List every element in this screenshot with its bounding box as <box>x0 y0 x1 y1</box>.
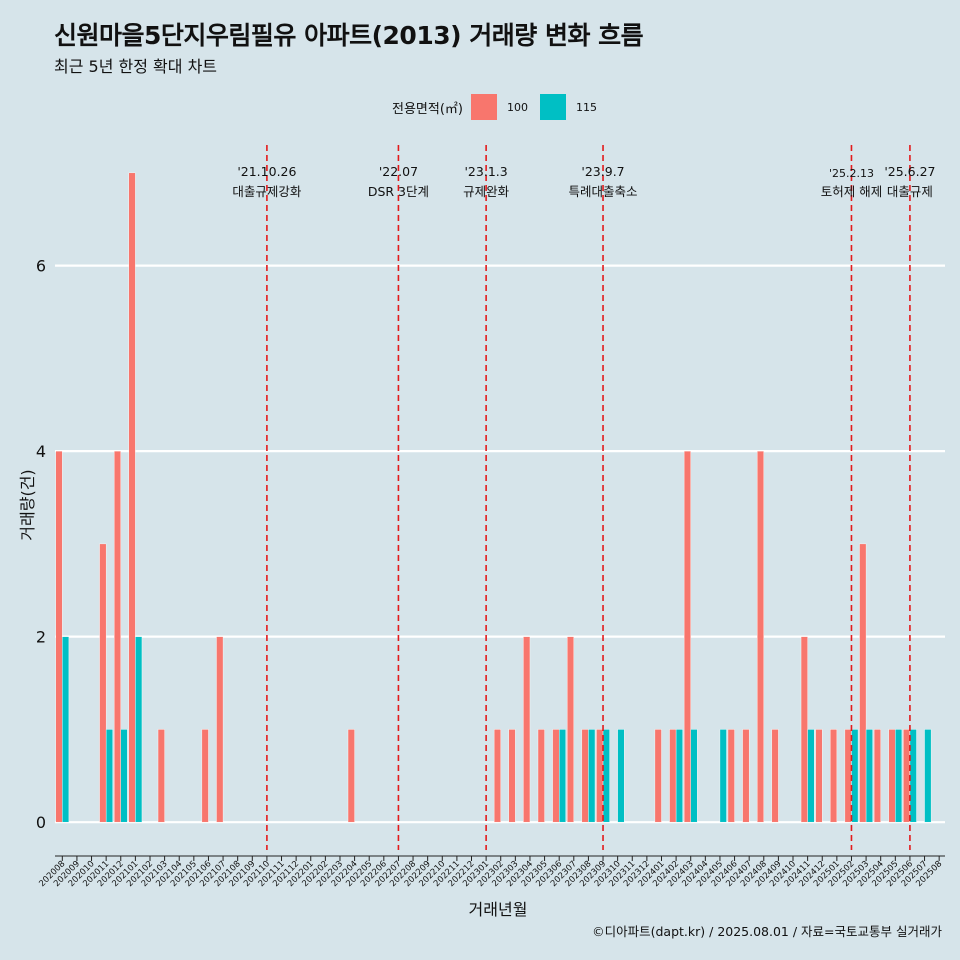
bar-100-202204 <box>347 729 355 823</box>
bar-100-202412 <box>815 729 823 823</box>
bar-115-202506 <box>909 729 917 823</box>
bar-100-202303 <box>508 729 516 823</box>
bar-115-202505 <box>895 729 903 823</box>
bar-100-202502 <box>844 729 852 823</box>
bar-115-202011 <box>105 729 113 823</box>
bar-100-202302 <box>493 729 501 823</box>
bar-100-202505 <box>888 729 896 823</box>
event-name-label: 대출규제강화 <box>232 184 302 199</box>
event-name-label: 특례대출축소 <box>569 184 638 199</box>
event-name-label: 대출규제 <box>887 184 933 199</box>
chart-subtitle: 최근 5년 한정 확대 차트 <box>54 57 218 76</box>
bar-115-202101 <box>135 636 143 823</box>
bar-115-202402 <box>675 729 683 823</box>
bar-100-202406 <box>727 729 735 823</box>
bar-115-202012 <box>120 729 128 823</box>
y-tick-label: 4 <box>36 442 46 461</box>
bar-100-202107 <box>216 636 224 823</box>
y-tick-label: 2 <box>36 628 46 647</box>
bar-115-202507 <box>924 729 932 823</box>
event-name-label: 토허제 해제 <box>821 184 882 199</box>
event-date-label: '23.9.7 <box>581 164 624 179</box>
bar-100-202103 <box>157 729 165 823</box>
bar-100-202011 <box>99 543 107 823</box>
chart-title: 신원마을5단지우림필유 아파트(2013) 거래량 변화 흐름 <box>54 21 644 50</box>
event-date-label: '23.1.3 <box>465 164 508 179</box>
bar-115-202308 <box>588 729 596 823</box>
bar-100-202307 <box>567 636 575 823</box>
bar-115-202403 <box>690 729 698 823</box>
bar-100-202402 <box>669 729 677 823</box>
bar-100-202407 <box>742 729 750 823</box>
legend-title: 전용면적(㎡) <box>392 101 463 117</box>
bar-100-202106 <box>201 729 209 823</box>
legend: 전용면적(㎡) 100 115 <box>392 93 609 121</box>
bar-115-202008 <box>62 636 70 823</box>
bar-100-202506 <box>903 729 911 823</box>
legend-swatch-100 <box>470 94 497 120</box>
y-tick-label: 6 <box>36 257 46 276</box>
legend-label-100: 100 <box>506 100 528 114</box>
bar-100-202309 <box>596 729 604 823</box>
x-axis-title: 거래년월 <box>469 900 528 919</box>
y-tick-label: 0 <box>36 813 46 832</box>
event-name-label: DSR 3단계 <box>368 184 429 199</box>
bar-115-202306 <box>558 729 566 823</box>
bar-115-202503 <box>865 729 873 823</box>
event-date-label: '25.2.13 <box>829 167 874 180</box>
bar-100-202503 <box>859 543 867 823</box>
bar-100-202308 <box>581 729 589 823</box>
bar-100-202305 <box>537 729 545 823</box>
bar-115-202405 <box>719 729 727 823</box>
event-date-label: '21.10.26 <box>237 164 296 179</box>
bar-100-202403 <box>683 450 691 823</box>
bar-100-202409 <box>771 729 779 823</box>
bar-100-202306 <box>552 729 560 823</box>
bar-100-202504 <box>873 729 881 823</box>
bar-115-202309 <box>602 729 610 823</box>
legend-label-115: 115 <box>575 100 597 114</box>
bar-115-202502 <box>851 729 859 823</box>
bar-100-202304 <box>523 636 531 823</box>
bar-100-202411 <box>800 636 808 823</box>
event-name-label: 규제완화 <box>463 184 510 199</box>
bar-100-202408 <box>757 450 764 823</box>
y-axis-title: 거래량(건) <box>18 469 37 540</box>
bar-100-202012 <box>113 450 121 823</box>
legend-swatch-115 <box>539 94 566 120</box>
source-caption: ©디아파트(dapt.kr) / 2025.08.01 / 자료=국토교통부 실… <box>592 924 942 939</box>
event-date-label: '22.07 <box>379 164 418 179</box>
bar-100-202501 <box>830 729 838 823</box>
event-date-label: '25.6.27 <box>884 164 935 179</box>
bar-100-202101 <box>128 172 136 823</box>
bar-100-202401 <box>654 729 662 823</box>
bar-115-202411 <box>807 729 815 823</box>
bar-115-202310 <box>617 729 625 823</box>
bar-100-202008 <box>55 450 63 823</box>
